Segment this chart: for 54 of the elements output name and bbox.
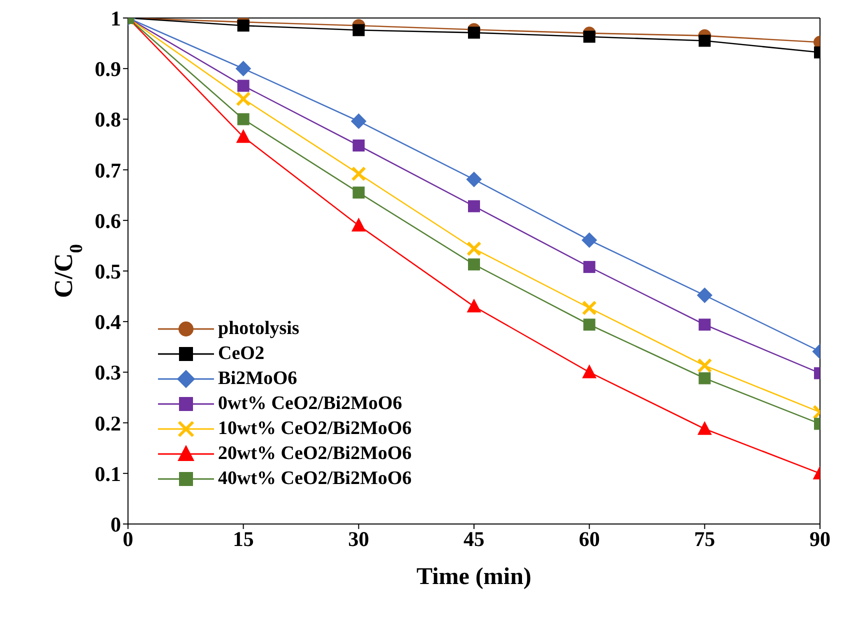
legend-label: 0wt% CeO2/Bi2MoO6 bbox=[218, 393, 402, 414]
point bbox=[582, 232, 598, 248]
point bbox=[583, 30, 596, 43]
point bbox=[237, 20, 250, 32]
point bbox=[698, 318, 711, 331]
point bbox=[698, 34, 711, 47]
point bbox=[468, 26, 480, 39]
point bbox=[237, 113, 250, 126]
point bbox=[236, 91, 251, 106]
legend-label: 40wt% CeO2/Bi2MoO6 bbox=[218, 468, 412, 489]
point bbox=[352, 24, 365, 36]
x-tick-label: 60 bbox=[578, 526, 600, 551]
y-tick-label: 0.3 bbox=[94, 360, 121, 385]
legend-label: 20wt% CeO2/Bi2MoO6 bbox=[218, 443, 412, 464]
y-tick-label: 0.4 bbox=[94, 310, 122, 334]
point bbox=[351, 218, 366, 232]
point bbox=[466, 241, 482, 256]
x-tick-label: 30 bbox=[348, 526, 370, 551]
point bbox=[352, 140, 365, 152]
point bbox=[351, 166, 366, 182]
point bbox=[350, 113, 366, 130]
point bbox=[698, 372, 711, 384]
point bbox=[352, 186, 365, 199]
y-tick-label: 1 bbox=[110, 6, 121, 30]
y-tick-label: 0.7 bbox=[94, 158, 121, 182]
point bbox=[236, 129, 251, 143]
point bbox=[468, 200, 480, 212]
y-tick-label: 0.5 bbox=[94, 259, 121, 284]
point bbox=[237, 80, 250, 92]
y-tick-label: 0.9 bbox=[94, 57, 121, 82]
x-tick-label: 90 bbox=[810, 526, 830, 551]
point bbox=[583, 318, 596, 331]
legend-label: CeO2 bbox=[218, 343, 264, 364]
x-tick-label: 75 bbox=[694, 526, 716, 551]
point bbox=[466, 298, 482, 312]
point bbox=[468, 258, 480, 270]
point bbox=[582, 364, 597, 378]
y-tick-label: 0.2 bbox=[94, 411, 121, 436]
y-tick-label: 0.8 bbox=[94, 108, 121, 132]
point bbox=[583, 260, 596, 273]
point bbox=[466, 172, 482, 188]
y-tick-label: 0.1 bbox=[94, 462, 121, 486]
point bbox=[236, 60, 252, 76]
x-tick-label: 15 bbox=[232, 526, 254, 551]
y-tick-label: 0.6 bbox=[94, 208, 121, 233]
legend-label: photolysis bbox=[218, 318, 300, 339]
point bbox=[696, 287, 712, 304]
x-axis-title: Time (min) bbox=[416, 564, 532, 590]
legend-label: Bi2MoO6 bbox=[218, 368, 298, 389]
point bbox=[697, 358, 712, 374]
point bbox=[582, 300, 597, 316]
x-tick-label: 45 bbox=[464, 526, 484, 551]
point bbox=[697, 421, 712, 435]
legend-label: 10wt% CeO2/Bi2MoO6 bbox=[218, 418, 412, 439]
